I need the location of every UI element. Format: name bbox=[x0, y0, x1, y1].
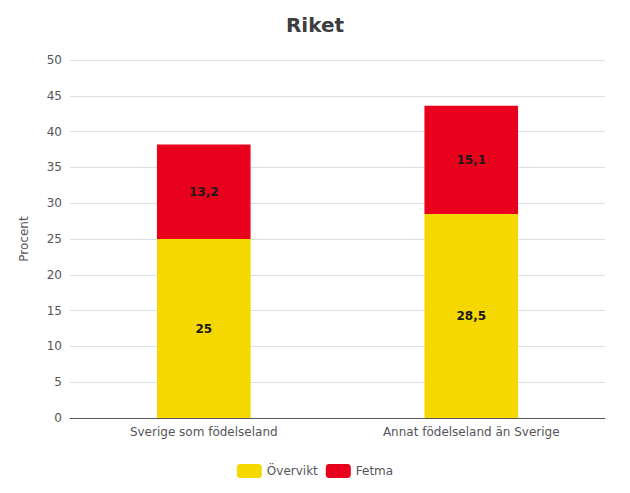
svg-text:40: 40 bbox=[47, 125, 62, 139]
svg-text:25: 25 bbox=[195, 322, 212, 336]
svg-text:15: 15 bbox=[47, 304, 62, 318]
svg-text:45: 45 bbox=[47, 89, 62, 103]
svg-text:13,2: 13,2 bbox=[189, 185, 219, 199]
svg-text:28,5: 28,5 bbox=[456, 309, 486, 323]
svg-text:Sverige som födelseland: Sverige som födelseland bbox=[130, 425, 278, 439]
svg-text:Annat födelseland än Sverige: Annat födelseland än Sverige bbox=[383, 425, 560, 439]
svg-text:20: 20 bbox=[47, 268, 62, 282]
svg-text:15,1: 15,1 bbox=[456, 153, 486, 167]
svg-text:10: 10 bbox=[47, 339, 62, 353]
svg-text:25: 25 bbox=[47, 232, 62, 246]
svg-text:5: 5 bbox=[54, 375, 62, 389]
svg-text:0: 0 bbox=[54, 411, 62, 425]
svg-text:35: 35 bbox=[47, 160, 62, 174]
svg-text:50: 50 bbox=[47, 53, 62, 67]
svg-text:Övervikt: Övervikt bbox=[267, 462, 318, 478]
svg-text:Riket: Riket bbox=[286, 13, 345, 37]
svg-text:Procent: Procent bbox=[17, 216, 31, 262]
svg-text:Fetma: Fetma bbox=[356, 464, 393, 478]
svg-text:30: 30 bbox=[47, 196, 62, 210]
